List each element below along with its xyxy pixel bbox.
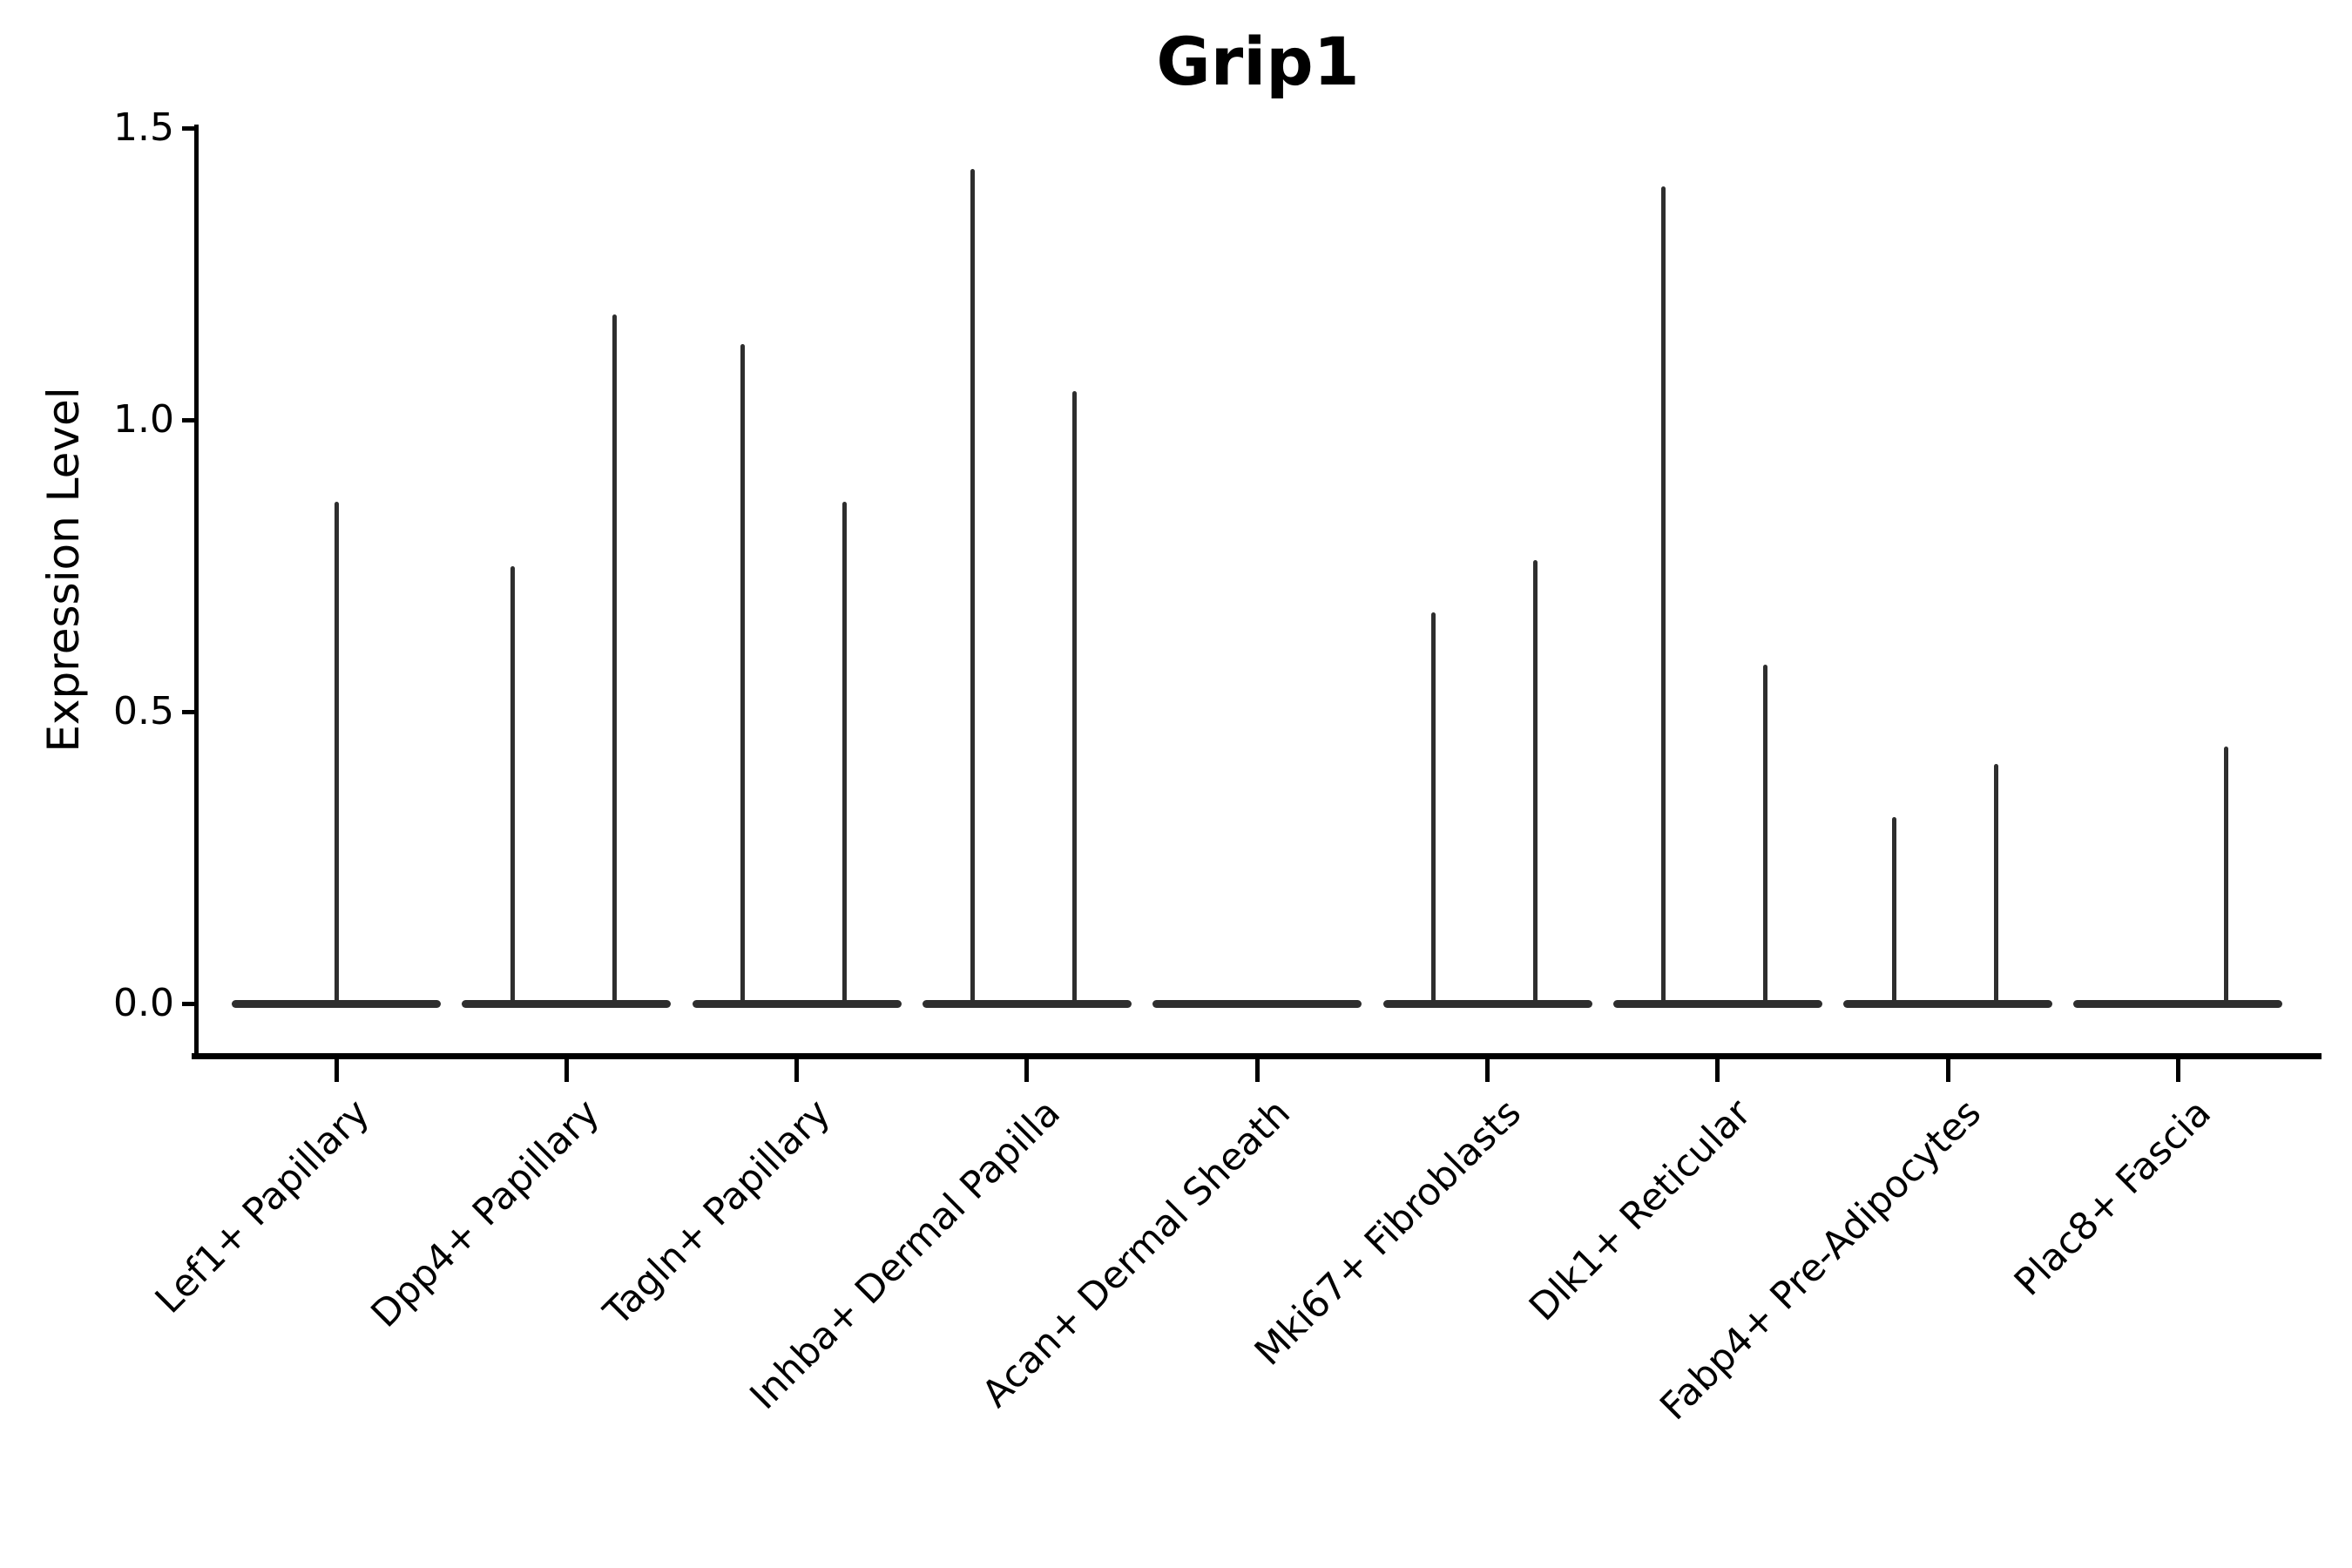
x-tick <box>1715 1059 1720 1082</box>
violin-spike <box>1533 559 1538 1007</box>
violin-spike <box>970 168 976 1007</box>
chart-title: Grip1 <box>1156 23 1360 100</box>
violin-base <box>2073 999 2283 1008</box>
violin-spike <box>1763 665 1768 1007</box>
x-tick <box>1485 1059 1490 1082</box>
x-tick <box>334 1059 339 1082</box>
y-axis-spine <box>194 125 199 1059</box>
violin-base <box>922 999 1132 1008</box>
x-tick <box>1945 1059 1950 1082</box>
violin-base <box>692 999 902 1008</box>
y-tick-0.0 <box>182 1001 194 1006</box>
violin-spike <box>1891 816 1896 1007</box>
x-axis-spine <box>192 1053 2322 1059</box>
violin-base <box>1152 999 1362 1008</box>
violin-base <box>1382 999 1592 1008</box>
violin-spike <box>334 501 339 1007</box>
violin-spike <box>1661 186 1666 1007</box>
y-tick-label: 0.5 <box>113 689 174 733</box>
violin-spike <box>1993 764 1998 1007</box>
x-tick <box>2175 1059 2180 1082</box>
violin-spike <box>2223 747 2228 1007</box>
violin-spike <box>510 565 515 1007</box>
violin-spike <box>1431 612 1436 1007</box>
violin-base <box>1843 999 2053 1008</box>
violin-spike <box>740 343 746 1007</box>
y-tick-1.0 <box>182 417 194 422</box>
violin-spike <box>1072 390 1078 1007</box>
violin-base <box>462 999 672 1008</box>
x-tick <box>564 1059 569 1082</box>
y-axis-label: Expression Level <box>38 387 89 753</box>
violin-spike <box>842 501 848 1007</box>
y-tick-label: 1.0 <box>113 397 174 442</box>
x-tick <box>1254 1059 1260 1082</box>
y-tick-0.5 <box>182 709 194 714</box>
violin-base <box>1612 999 1822 1008</box>
y-tick-label: 0.0 <box>113 981 174 1025</box>
violin-spike <box>612 314 617 1007</box>
x-tick <box>1024 1059 1030 1082</box>
y-tick-1.5 <box>182 125 194 131</box>
y-tick-label: 1.5 <box>113 105 174 150</box>
x-tick <box>794 1059 800 1082</box>
